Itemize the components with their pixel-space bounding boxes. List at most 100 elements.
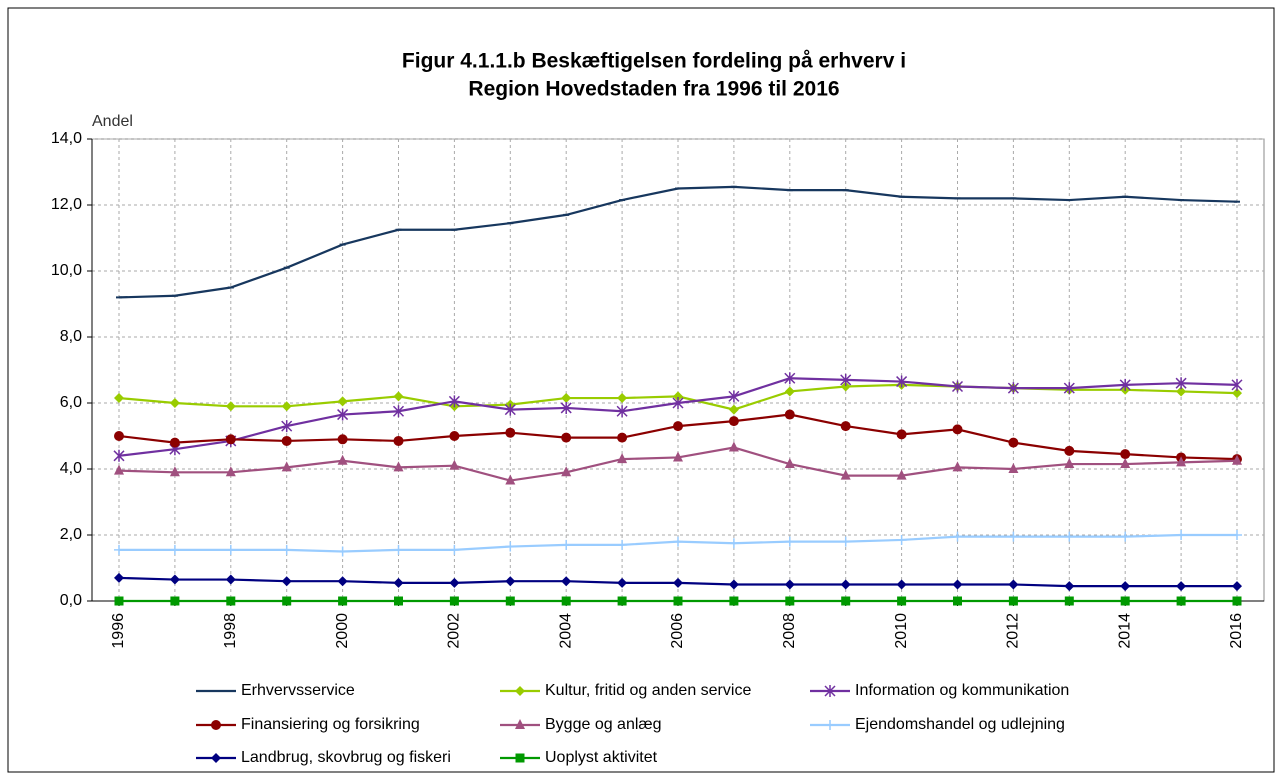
marker — [784, 386, 795, 397]
marker — [225, 466, 236, 477]
x-tick-label: 2014 — [1116, 613, 1133, 649]
legend-label: Landbrug, skovbrug og fiskeri — [241, 749, 451, 766]
marker — [449, 596, 459, 606]
legend-label: Erhvervsservice — [241, 682, 355, 699]
marker — [114, 572, 124, 583]
marker — [1176, 386, 1187, 397]
marker — [170, 596, 180, 606]
marker — [784, 458, 795, 469]
marker — [617, 432, 628, 443]
marker — [824, 685, 836, 697]
marker — [515, 686, 525, 696]
marker — [281, 576, 292, 587]
marker — [841, 596, 851, 606]
marker — [617, 453, 628, 464]
y-tick-label: 12,0 — [51, 196, 82, 213]
marker — [337, 454, 348, 465]
x-tick-label: 2004 — [557, 613, 574, 649]
x-tick-label: 2006 — [669, 613, 686, 649]
marker — [728, 538, 739, 549]
marker — [225, 544, 236, 555]
marker — [1231, 378, 1243, 391]
marker — [505, 474, 516, 485]
marker — [211, 720, 221, 730]
marker — [896, 429, 907, 440]
marker — [784, 536, 795, 547]
marker — [1007, 382, 1019, 395]
marker — [505, 576, 516, 587]
marker — [617, 393, 628, 404]
marker — [225, 574, 236, 585]
marker — [784, 409, 795, 420]
marker — [337, 546, 348, 557]
marker — [728, 441, 739, 452]
marker — [952, 424, 963, 435]
marker — [338, 596, 348, 606]
marker — [337, 408, 349, 421]
y-tick-label: 2,0 — [60, 526, 82, 543]
marker — [1232, 388, 1242, 399]
marker — [393, 435, 404, 446]
marker — [785, 596, 795, 606]
y-tick-label: 0,0 — [60, 592, 82, 609]
marker — [561, 466, 572, 477]
marker — [392, 405, 405, 418]
marker — [1120, 531, 1131, 542]
marker — [169, 544, 180, 555]
marker — [951, 380, 964, 393]
legend-label: Bygge og anlæg — [545, 716, 662, 733]
marker — [952, 461, 963, 472]
y-tick-label: 8,0 — [60, 328, 82, 345]
chart-title: Figur 4.1.1.b Beskæftigelsen fordeling p… — [402, 50, 906, 73]
marker — [393, 391, 404, 402]
marker — [1064, 596, 1074, 606]
marker — [281, 401, 292, 412]
marker — [337, 576, 348, 587]
marker — [840, 536, 851, 547]
marker — [114, 464, 124, 475]
marker — [896, 579, 907, 590]
marker — [169, 398, 180, 408]
marker — [561, 393, 572, 404]
marker — [449, 459, 460, 470]
marker — [561, 432, 572, 443]
marker — [1232, 454, 1242, 465]
marker — [211, 753, 221, 763]
x-tick-label: 2000 — [334, 613, 351, 649]
marker — [393, 577, 404, 588]
legend-label: Ejendomshandel og udlejning — [855, 716, 1065, 733]
marker — [673, 577, 683, 588]
marker — [728, 404, 739, 415]
y-tick-label: 14,0 — [51, 130, 82, 147]
marker — [617, 596, 627, 606]
x-tick-label: 2010 — [893, 613, 910, 649]
marker — [1120, 449, 1131, 460]
marker — [840, 373, 852, 386]
marker — [113, 449, 125, 462]
marker — [952, 579, 963, 590]
marker — [840, 421, 851, 432]
marker — [1008, 579, 1019, 590]
marker — [114, 393, 124, 404]
marker — [281, 435, 292, 446]
marker — [225, 434, 236, 445]
marker — [1176, 530, 1187, 540]
marker — [393, 461, 404, 472]
marker — [728, 579, 739, 590]
marker — [1232, 596, 1242, 606]
marker — [560, 401, 572, 414]
marker — [616, 405, 628, 418]
marker — [448, 395, 460, 408]
marker — [114, 431, 124, 441]
marker — [337, 396, 348, 407]
marker — [282, 596, 292, 606]
marker — [896, 469, 907, 480]
y-tick-label: 10,0 — [51, 262, 82, 279]
marker — [169, 574, 180, 585]
marker — [114, 544, 124, 555]
marker — [561, 596, 571, 606]
marker — [896, 375, 908, 388]
marker — [1008, 437, 1019, 448]
marker — [505, 427, 516, 438]
marker — [561, 576, 572, 587]
